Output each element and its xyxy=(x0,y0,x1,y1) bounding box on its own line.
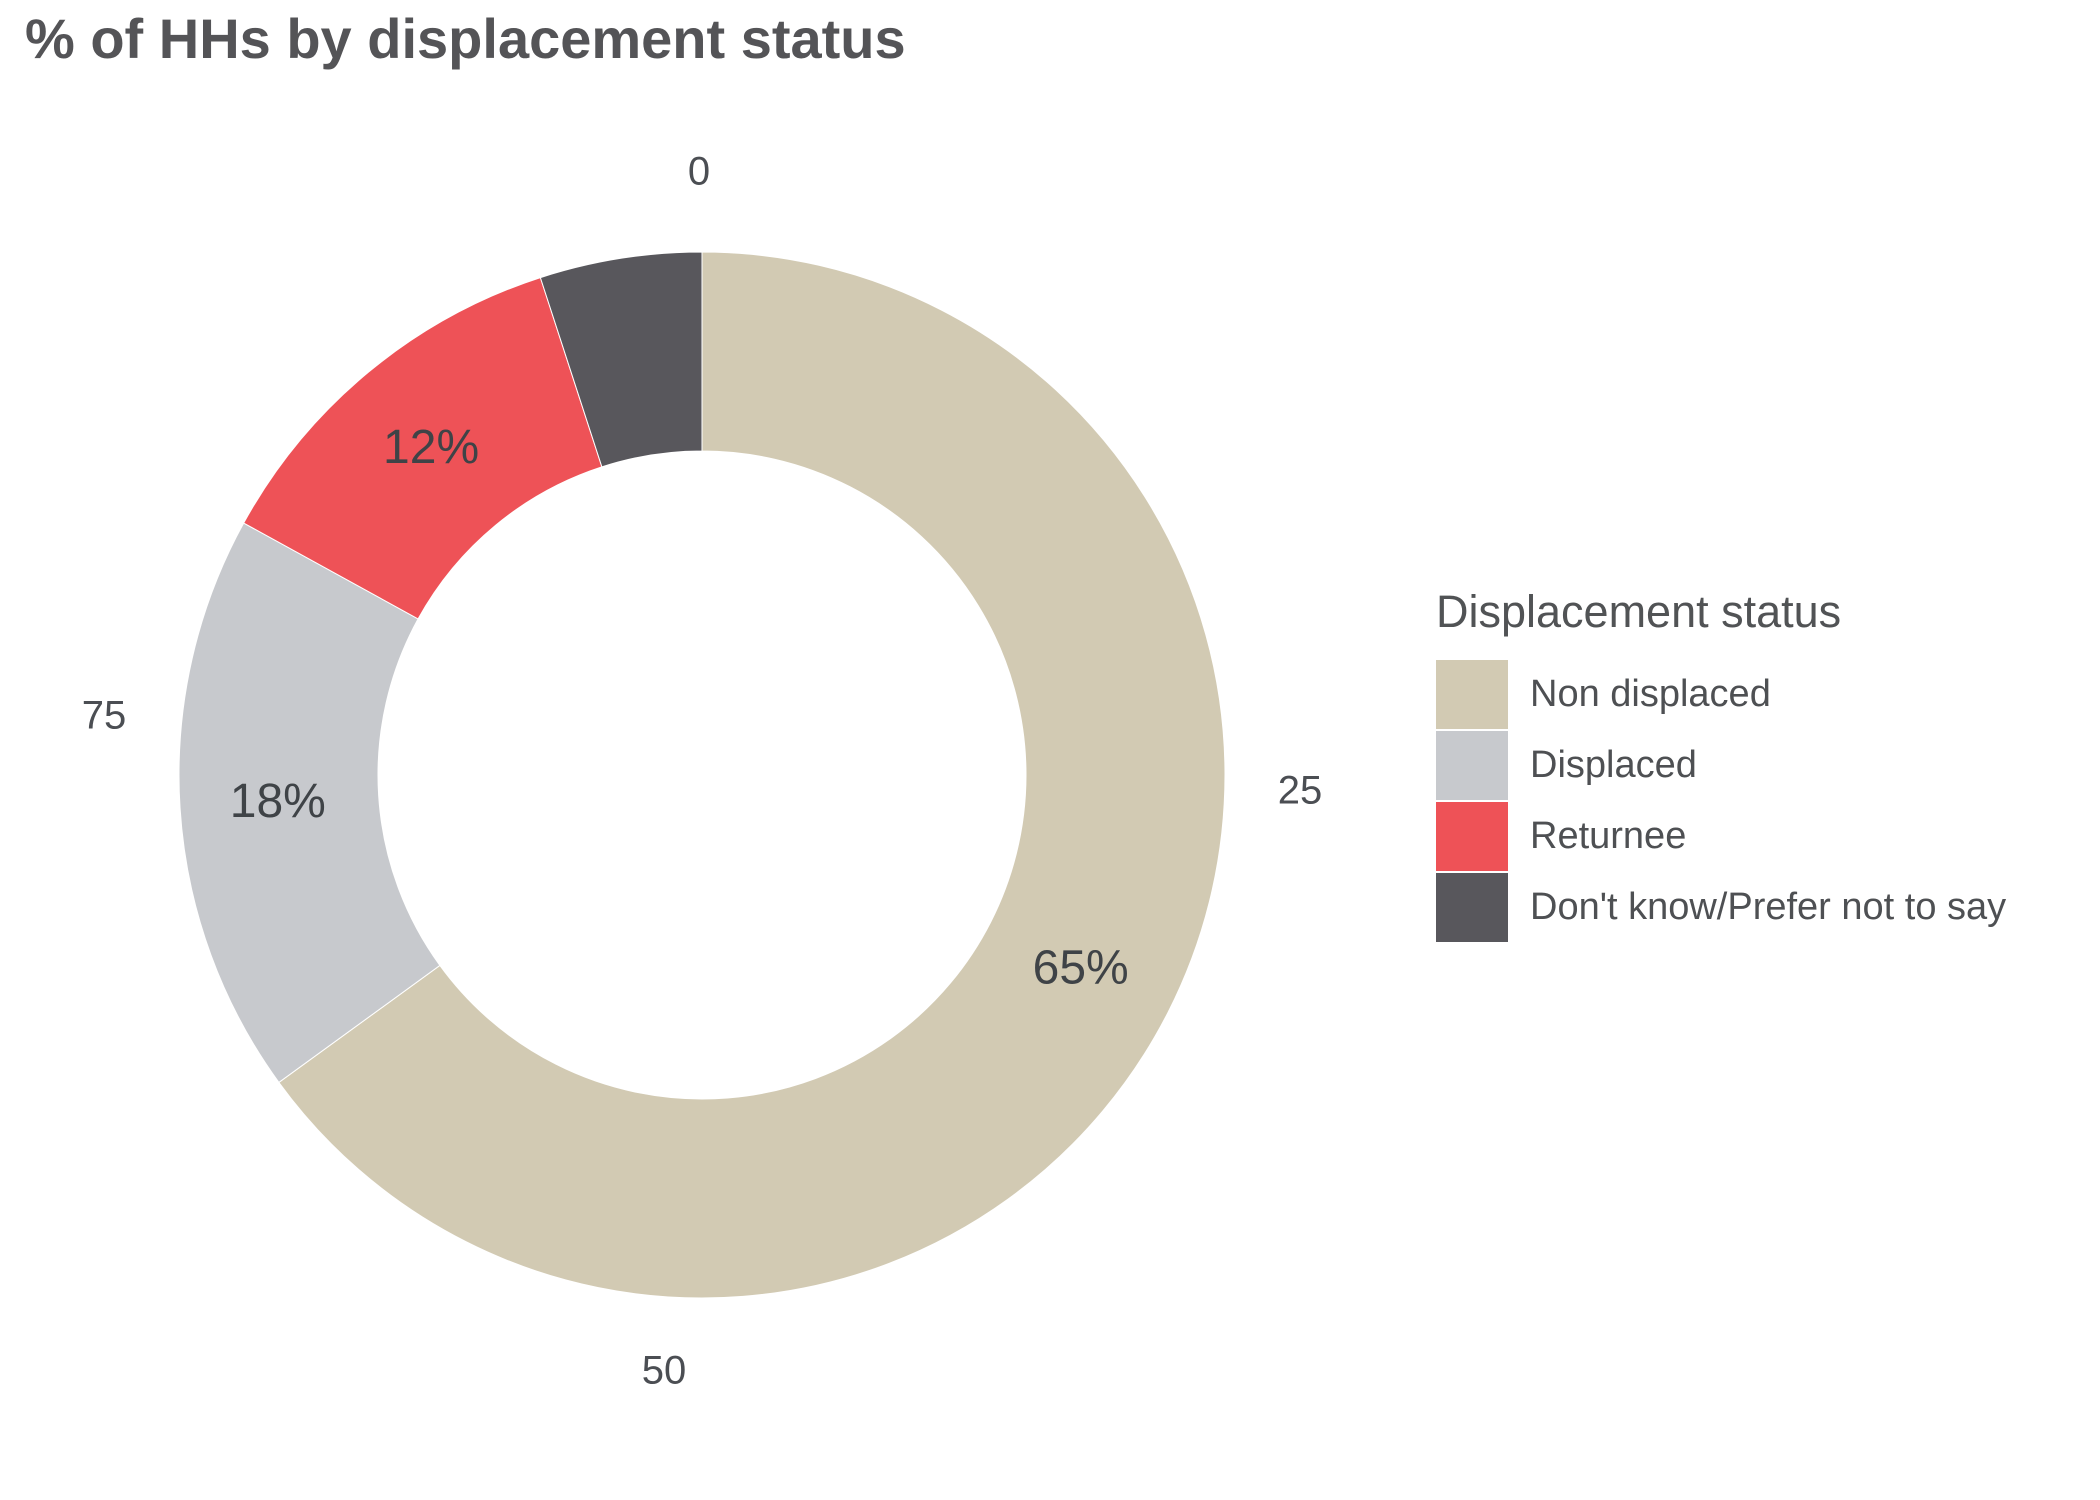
axis-tick-75: 75 xyxy=(81,693,127,738)
legend-item-don-t-know-prefer-not-to-say[interactable]: Don't know/Prefer not to say xyxy=(1436,872,2006,943)
slice-value-label: 18% xyxy=(230,775,326,828)
donut-slice-non-displaced[interactable] xyxy=(278,251,1226,1299)
legend-item-label: Returnee xyxy=(1530,815,1687,857)
legend-item-label: Non displaced xyxy=(1530,673,1771,715)
legend-title: Displacement status xyxy=(1436,586,1842,637)
legend-item-label: Displaced xyxy=(1530,744,1697,786)
legend-item-displaced[interactable]: Displaced xyxy=(1436,730,2006,801)
donut-slice-displaced[interactable] xyxy=(178,522,441,1084)
legend: Displacement status Non displaced Displac… xyxy=(1436,585,2006,943)
legend-swatch xyxy=(1436,731,1508,800)
axis-tick-25: 25 xyxy=(1277,768,1323,813)
legend-item-non-displaced[interactable]: Non displaced xyxy=(1436,659,2006,730)
legend-item-label: Don't know/Prefer not to say xyxy=(1530,886,2007,928)
donut-slice-don-t-know-prefer-not-to-say[interactable] xyxy=(539,251,703,468)
axis-tick-50: 50 xyxy=(641,1348,687,1393)
legend-swatch xyxy=(1436,873,1508,942)
legend-items: Non displaced Displaced Returnee Don't know… xyxy=(1436,659,2006,943)
slice-value-label: 12% xyxy=(383,421,479,474)
legend-item-returnee[interactable]: Returnee xyxy=(1436,801,2006,872)
axis-tick-0: 0 xyxy=(687,149,711,194)
chart-title: % of HHs by displacement status xyxy=(25,7,906,70)
slice-value-label: 65% xyxy=(1033,941,1129,994)
legend-swatch xyxy=(1436,660,1508,729)
legend-swatch xyxy=(1436,802,1508,871)
